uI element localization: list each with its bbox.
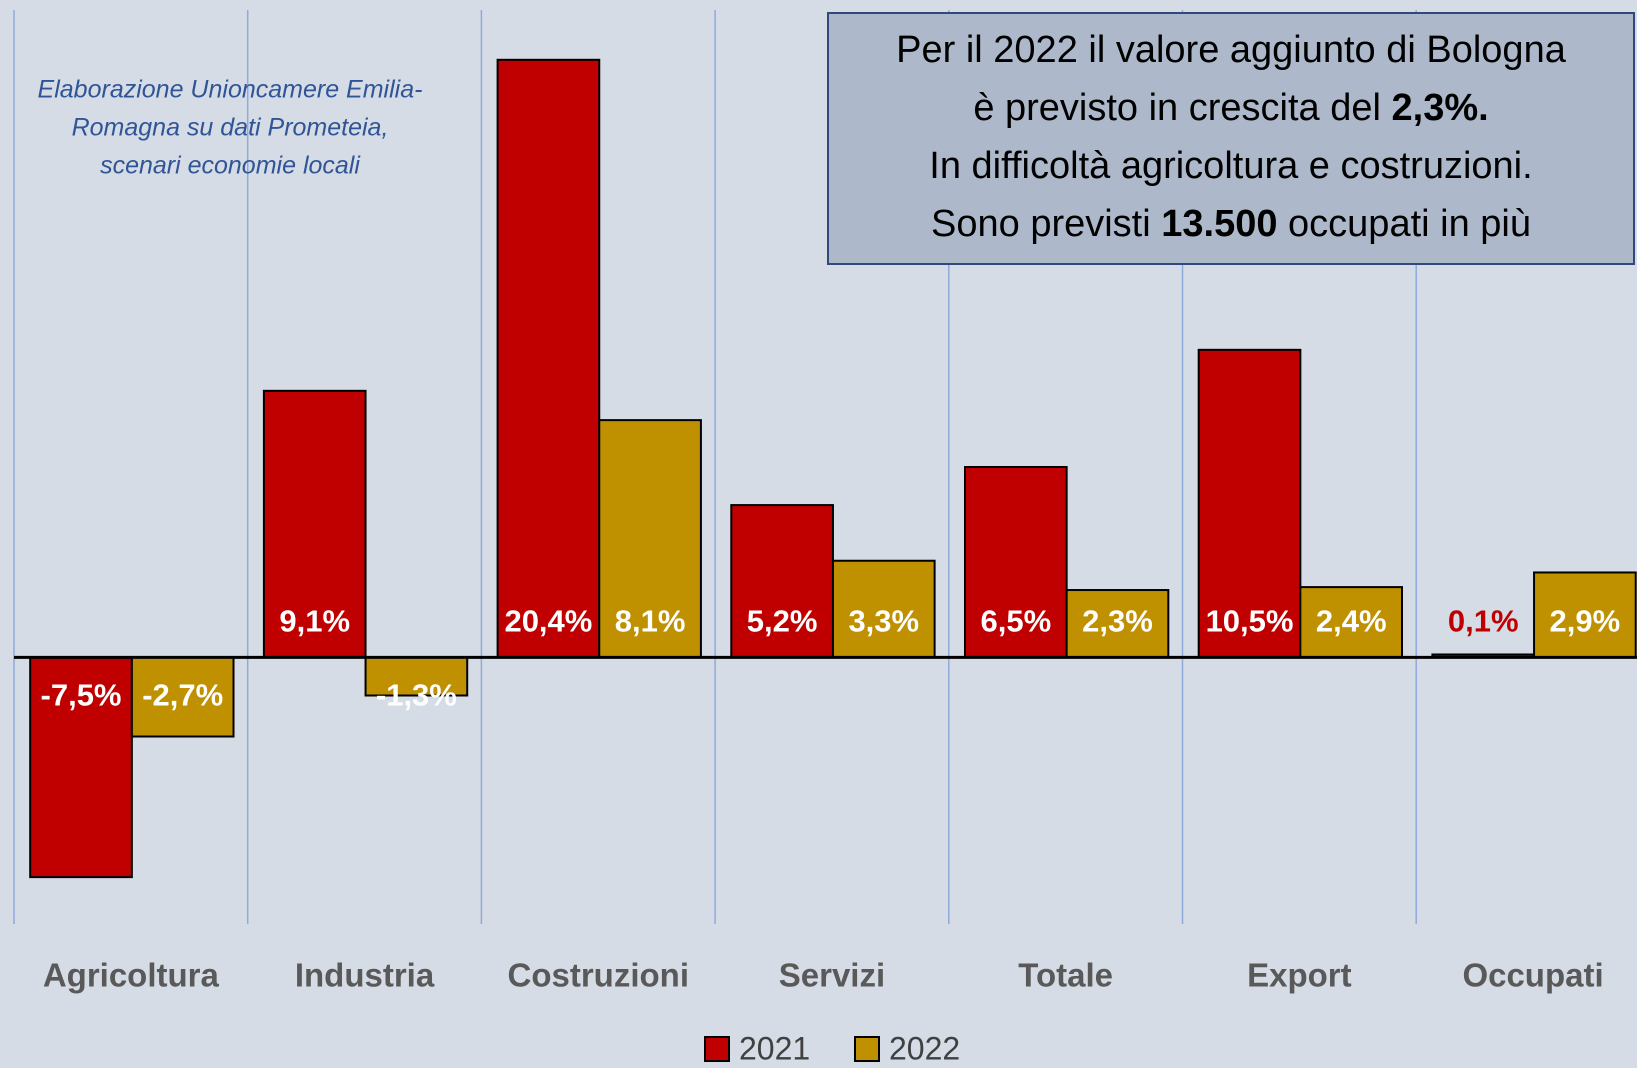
bar: [963, 466, 1068, 659]
data-label: 3,3%: [848, 604, 919, 639]
annotation-line: Sono previsti 13.500 occupati in più: [931, 203, 1531, 245]
data-label: 6,5%: [980, 604, 1051, 639]
annotation-line: In difficoltà agricoltura e costruzioni.: [929, 145, 1532, 187]
x-tick-label: Servizi: [779, 957, 885, 994]
bar: [1533, 571, 1637, 659]
data-label: -2,7%: [142, 678, 223, 713]
data-label: 20,4%: [504, 604, 592, 639]
bar: [496, 58, 601, 659]
data-label: 5,2%: [747, 604, 818, 639]
data-label: -7,5%: [41, 678, 122, 713]
data-label: 2,9%: [1550, 604, 1621, 639]
annotation-text: Sono previsti: [931, 203, 1161, 245]
bar: [831, 559, 936, 659]
annotation-text: 13.500: [1161, 203, 1277, 245]
annotation-text: occupati in più: [1277, 203, 1531, 245]
bar: [29, 656, 133, 879]
annotation-box: [827, 12, 1635, 265]
source-note: Elaborazione Unioncamere Emilia-: [38, 76, 423, 104]
annotation-text: Per il 2022 il valore aggiunto di Bologn…: [896, 29, 1567, 71]
data-label: 8,1%: [615, 604, 686, 639]
x-tick-label: Industria: [295, 957, 435, 994]
bar: [364, 656, 469, 697]
data-label: 9,1%: [279, 604, 350, 639]
source-note: scenari economie locali: [100, 152, 361, 180]
bar: [1197, 348, 1302, 659]
legend-swatch: [854, 1036, 880, 1062]
data-label: 10,5%: [1206, 604, 1294, 639]
x-tick-label: Occupati: [1462, 957, 1603, 994]
bar: [598, 419, 702, 659]
annotation-text: è previsto in crescita del: [973, 87, 1391, 129]
x-tick-label: Costruzioni: [508, 957, 689, 994]
bar: [1299, 586, 1404, 659]
data-label: -1,3%: [376, 678, 457, 713]
x-tick-label: Totale: [1018, 957, 1113, 994]
bar: [130, 656, 235, 738]
legend-swatch: [704, 1036, 730, 1062]
data-label: 2,3%: [1082, 604, 1153, 639]
legend-label: 2022: [889, 1030, 960, 1066]
x-tick-label: Export: [1247, 957, 1352, 994]
legend-label: 2021: [739, 1030, 810, 1066]
annotation-line: Per il 2022 il valore aggiunto di Bologn…: [896, 29, 1567, 71]
annotation-text: 2,3%.: [1392, 87, 1489, 129]
source-note: Romagna su dati Prometeia,: [72, 114, 389, 142]
data-label: 2,4%: [1316, 604, 1387, 639]
bar: [262, 389, 367, 659]
bar: [730, 504, 834, 659]
annotation-line: è previsto in crescita del 2,3%.: [973, 87, 1488, 129]
data-label: 0,1%: [1448, 604, 1519, 639]
x-tick-label: Agricoltura: [43, 957, 220, 994]
annotation-text: In difficoltà agricoltura e costruzioni.: [929, 145, 1532, 187]
